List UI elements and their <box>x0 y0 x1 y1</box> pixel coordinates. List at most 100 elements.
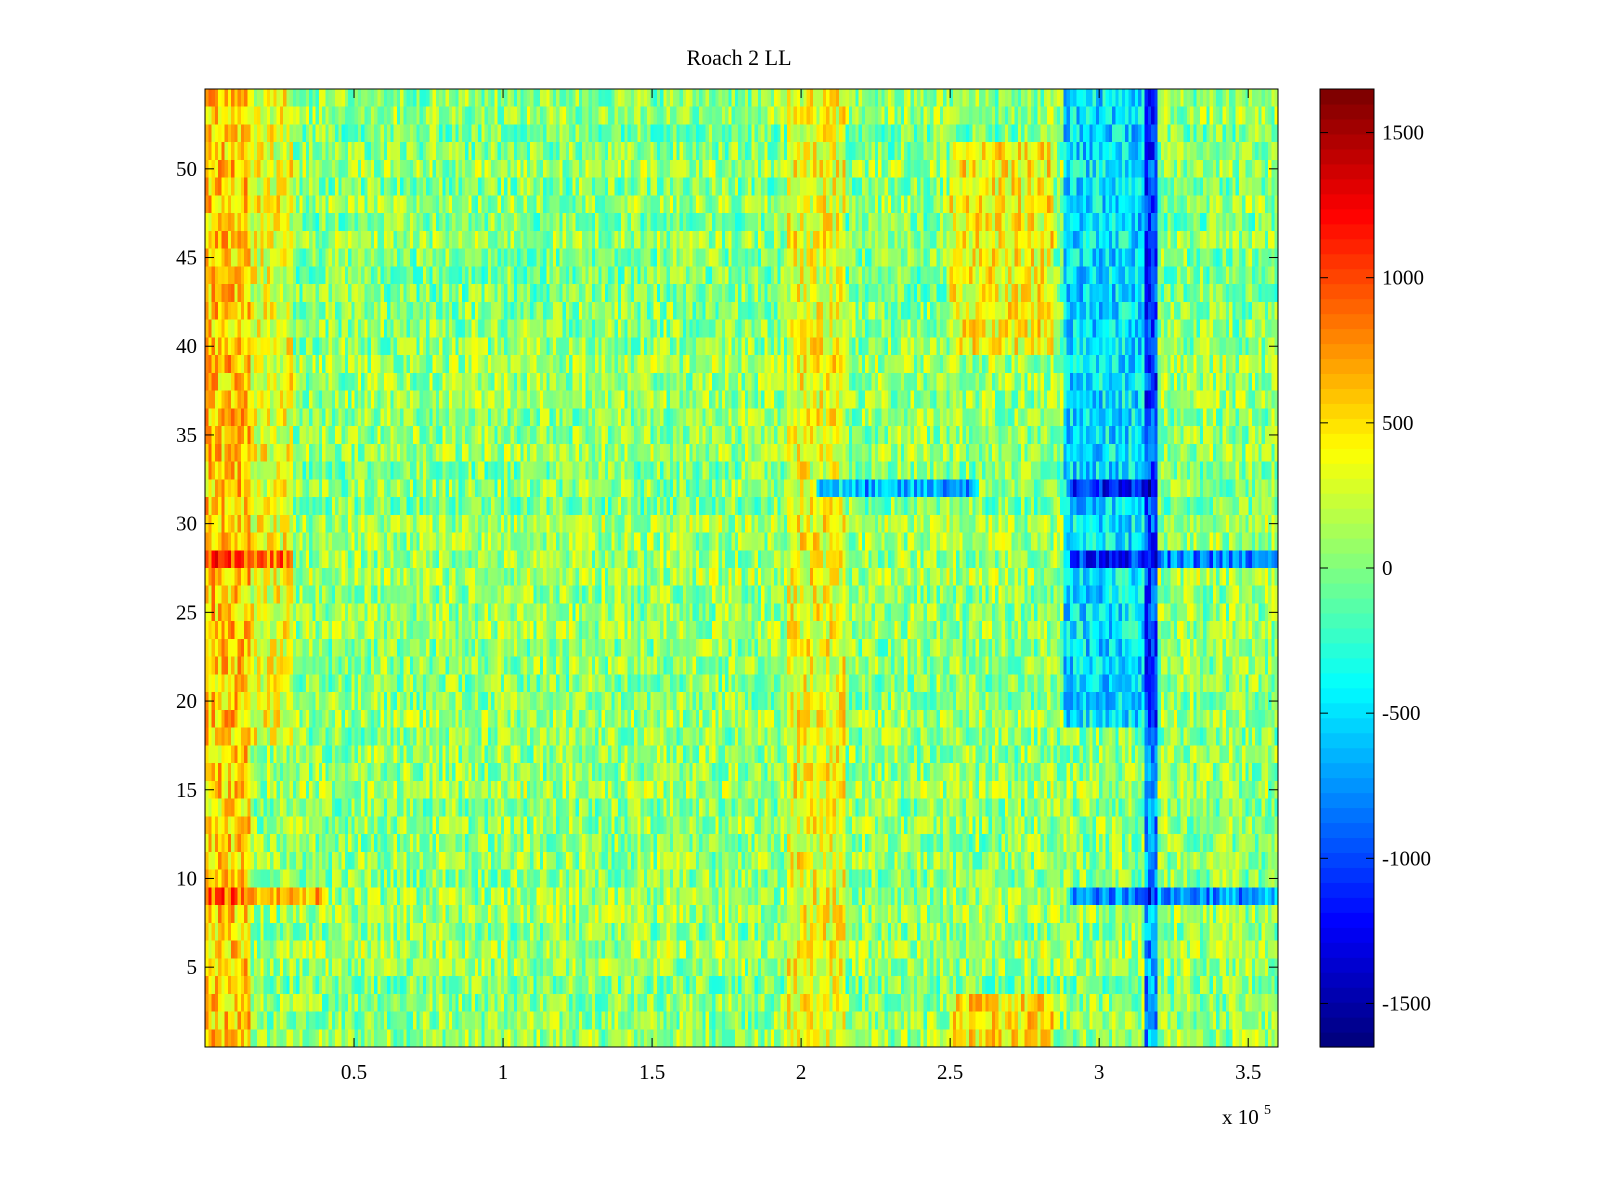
y-tick-label: 25 <box>176 600 197 624</box>
colorbar-swatch <box>1320 717 1374 734</box>
colorbar-swatch <box>1320 987 1374 1003</box>
y-tick-label: 30 <box>176 512 197 536</box>
x-tick-label: 1.5 <box>639 1060 665 1084</box>
y-tick-label: 10 <box>176 866 197 890</box>
x-scale-exponent: 5 <box>1264 1103 1271 1118</box>
x-tick-label: 3 <box>1094 1060 1105 1084</box>
colorbar-tick-label: 1000 <box>1382 266 1424 290</box>
colorbar-swatch <box>1320 642 1374 659</box>
colorbar-swatch <box>1320 328 1374 345</box>
y-tick-label: 50 <box>176 157 197 181</box>
colorbar-swatch <box>1320 238 1374 255</box>
colorbar-swatch <box>1320 373 1374 389</box>
colorbar-axis: 1500 1000 500 0 -500 -1000 -1500 <box>1320 121 1431 1015</box>
y-tick-label: 35 <box>176 423 197 447</box>
y-tick-label: 40 <box>176 334 197 358</box>
y-axis: 5 10 15 20 25 30 35 40 45 50 <box>176 157 1278 979</box>
colorbar-swatch <box>1320 972 1374 988</box>
colorbar-swatch <box>1320 837 1374 854</box>
colorbar-swatch <box>1320 687 1374 704</box>
colorbar-swatch <box>1320 403 1374 419</box>
colorbar-swatch <box>1320 298 1374 315</box>
heatmap-cells <box>205 89 1278 1047</box>
colorbar-swatch <box>1320 478 1374 494</box>
colorbar-swatch <box>1320 672 1374 689</box>
colorbar-swatch <box>1320 118 1374 135</box>
colorbar-swatch <box>1320 912 1374 928</box>
colorbar-tick-label: -1500 <box>1382 991 1431 1015</box>
colorbar-swatch <box>1320 612 1374 629</box>
colorbar-swatch <box>1320 1017 1374 1033</box>
colorbar-swatch <box>1320 807 1374 824</box>
colorbar-swatch <box>1320 283 1374 300</box>
colorbar-swatch <box>1320 882 1374 898</box>
colorbar-swatch <box>1320 747 1374 764</box>
colorbar-swatch <box>1320 433 1374 449</box>
colorbar-swatch <box>1320 897 1374 913</box>
colorbar-tick-label: -1000 <box>1382 846 1431 870</box>
colorbar-tick-label: 0 <box>1382 556 1393 580</box>
colorbar <box>1320 89 1374 1048</box>
colorbar-swatch <box>1320 463 1374 479</box>
colorbar-swatch <box>1320 89 1374 105</box>
colorbar-tick-label: -500 <box>1382 701 1421 725</box>
colorbar-swatch <box>1320 358 1374 375</box>
colorbar-swatch <box>1320 822 1374 839</box>
colorbar-swatch <box>1320 553 1374 569</box>
colorbar-swatch <box>1320 702 1374 719</box>
x-tick-label: 0.5 <box>341 1060 367 1084</box>
y-tick-label: 20 <box>176 689 197 713</box>
colorbar-swatch <box>1320 343 1374 360</box>
colorbar-swatch <box>1320 178 1374 195</box>
x-axis-scale-label: x 10 5 <box>1222 1103 1271 1129</box>
x-tick-label: 1 <box>498 1060 509 1084</box>
colorbar-swatch <box>1320 792 1374 809</box>
colorbar-swatch <box>1320 313 1374 330</box>
colorbar-swatch <box>1320 448 1374 464</box>
colorbar-swatch <box>1320 777 1374 794</box>
x-tick-label: 2.5 <box>937 1060 963 1084</box>
colorbar-swatch <box>1320 148 1374 165</box>
colorbar-swatch <box>1320 268 1374 285</box>
colorbar-swatch <box>1320 732 1374 749</box>
colorbar-swatch <box>1320 582 1374 599</box>
colorbar-swatch <box>1320 597 1374 614</box>
colorbar-swatch <box>1320 388 1374 404</box>
colorbar-swatch <box>1320 493 1374 509</box>
colorbar-swatch <box>1320 208 1374 225</box>
colorbar-swatch <box>1320 133 1374 150</box>
colorbar-swatch <box>1320 762 1374 779</box>
y-tick-label: 5 <box>187 955 198 979</box>
y-tick-label: 45 <box>176 246 197 270</box>
colorbar-swatch <box>1320 568 1374 584</box>
x-tick-label: 3.5 <box>1235 1060 1261 1084</box>
x-axis: 0.5 1 1.5 2 2.5 3 3.5 <box>341 89 1261 1084</box>
colorbar-swatch <box>1320 867 1374 883</box>
colorbar-swatch <box>1320 627 1374 644</box>
colorbar-swatch <box>1320 523 1374 539</box>
plot-frame <box>204 88 1279 1048</box>
colorbar-swatch <box>1320 927 1374 943</box>
y-tick-label: 15 <box>176 778 197 802</box>
colorbar-swatch <box>1320 163 1374 180</box>
colorbar-swatch <box>1320 253 1374 270</box>
heatmap-image <box>205 89 1278 1047</box>
colorbar-swatch <box>1320 657 1374 674</box>
colorbar-swatch <box>1320 103 1374 120</box>
x-scale-base: x 10 <box>1222 1105 1259 1129</box>
colorbar-swatch <box>1320 1002 1374 1018</box>
colorbar-tick-label: 1500 <box>1382 121 1424 145</box>
colorbar-swatch <box>1320 223 1374 240</box>
colorbar-swatch <box>1320 1032 1374 1048</box>
colorbar-swatch <box>1320 852 1374 868</box>
chart-title: Roach 2 LL <box>686 45 791 70</box>
x-tick-label: 2 <box>796 1060 807 1084</box>
colorbar-tick-label: 500 <box>1382 411 1414 435</box>
colorbar-swatch <box>1320 193 1374 210</box>
colorbar-swatch <box>1320 508 1374 524</box>
colorbar-swatch <box>1320 957 1374 973</box>
colorbar-swatch <box>1320 418 1374 434</box>
colorbar-swatch <box>1320 538 1374 554</box>
colorbar-swatch <box>1320 942 1374 958</box>
